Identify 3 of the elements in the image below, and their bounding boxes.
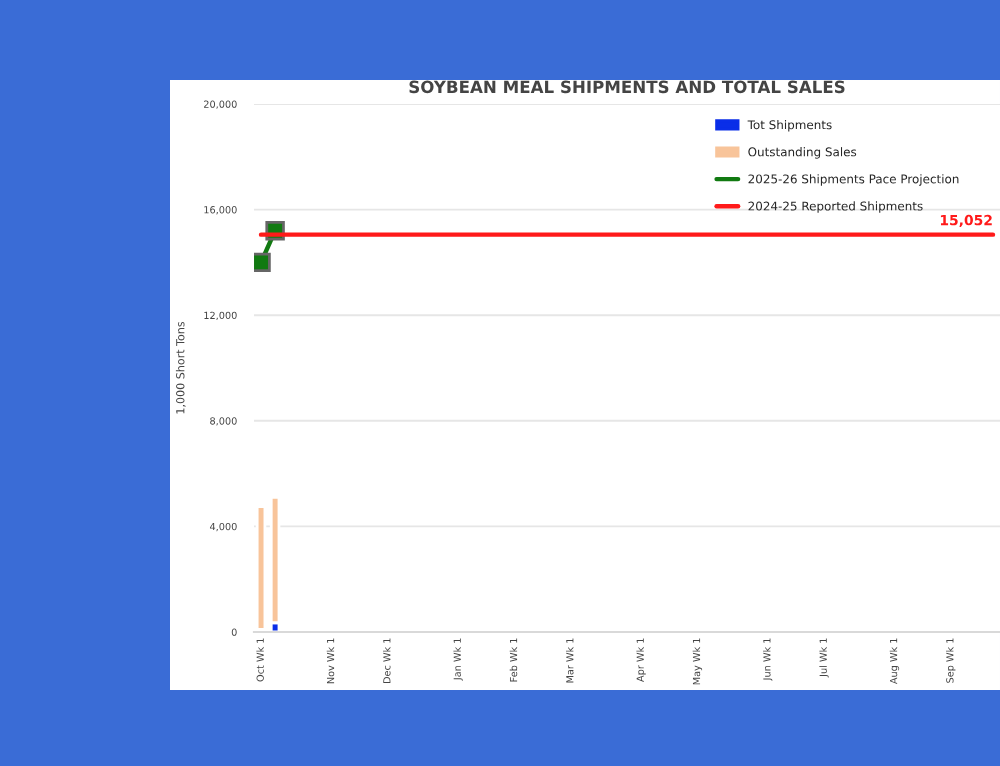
chart-title: SOYBEAN MEAL SHIPMENTS AND TOTAL SALES (409, 80, 845, 94)
bar (255, 505, 267, 631)
bar (269, 495, 281, 625)
